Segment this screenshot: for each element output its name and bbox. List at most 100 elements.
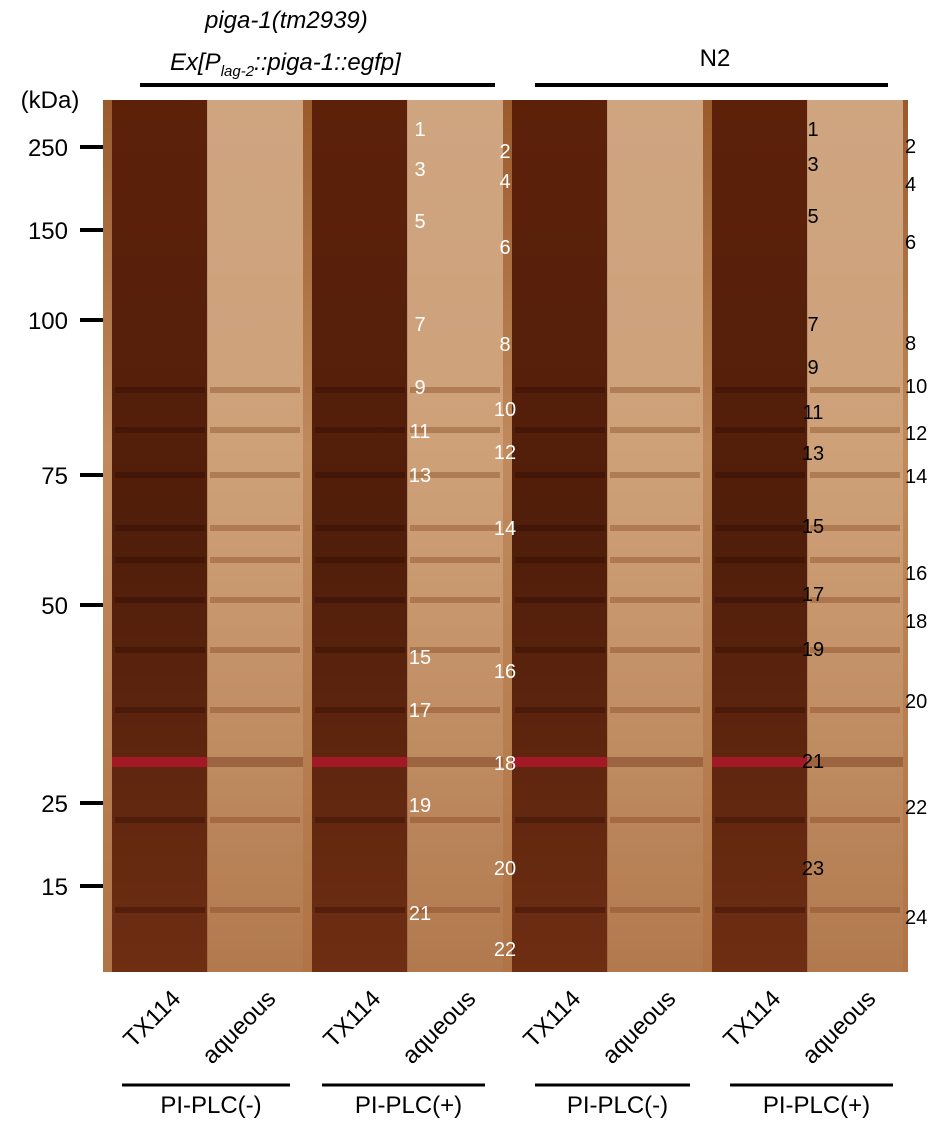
band (115, 707, 205, 713)
band (715, 557, 805, 563)
band (515, 525, 605, 531)
band (610, 817, 700, 823)
band (715, 387, 805, 393)
marker-unit: (kDa) (21, 87, 80, 114)
band (210, 525, 300, 531)
band-label: 16 (905, 563, 927, 585)
band (515, 707, 605, 713)
band (810, 427, 900, 433)
band-label: 10 (905, 376, 927, 398)
lane-label: TX114 (118, 985, 186, 1053)
lane-label: aqueous (597, 985, 681, 1069)
band (210, 597, 300, 603)
band (410, 817, 500, 823)
marker-label: 50 (41, 593, 68, 620)
lane (807, 100, 903, 972)
band (515, 472, 605, 478)
lane-label: aqueous (797, 985, 881, 1069)
band (715, 707, 805, 713)
band (410, 597, 500, 603)
band (515, 597, 605, 603)
band-label: 19 (802, 639, 824, 661)
header-part: Ex[P (170, 49, 221, 76)
band (810, 817, 900, 823)
band-label: 12 (494, 442, 516, 464)
band-label: 8 (905, 333, 916, 355)
band (715, 427, 805, 433)
band (315, 427, 405, 433)
band (610, 557, 700, 563)
band-label: 19 (409, 795, 431, 817)
lane (207, 100, 303, 972)
band (407, 757, 503, 767)
marker-label: 75 (41, 463, 68, 490)
band (410, 907, 500, 913)
band-label: 11 (803, 402, 824, 424)
band (315, 647, 405, 653)
group-label: PI-PLC(-) (567, 1092, 668, 1119)
marker-label: 25 (41, 791, 68, 818)
band-label: 15 (409, 647, 431, 669)
band (210, 427, 300, 433)
band (607, 757, 703, 767)
lane (112, 100, 208, 972)
band-label: 18 (905, 611, 927, 633)
band (312, 757, 408, 767)
band (810, 597, 900, 603)
band (515, 387, 605, 393)
band (610, 597, 700, 603)
band-label: 14 (905, 466, 927, 488)
band-label: 8 (499, 334, 510, 356)
band-label: 22 (494, 939, 516, 961)
marker-label: 15 (41, 874, 68, 901)
band-label: 1 (807, 119, 818, 141)
lane (712, 100, 808, 972)
band (410, 647, 500, 653)
band (810, 647, 900, 653)
band (512, 757, 608, 767)
band-label: 5 (807, 206, 818, 228)
band (315, 817, 405, 823)
band (610, 472, 700, 478)
band (810, 707, 900, 713)
band-label: 4 (499, 171, 510, 193)
header-subscript: lag-2 (221, 63, 255, 80)
band (410, 525, 500, 531)
band (810, 557, 900, 563)
band-label: 18 (494, 753, 516, 775)
band (112, 757, 208, 767)
band-label: 17 (802, 584, 824, 606)
band (810, 472, 900, 478)
band-label: 1 (414, 119, 425, 141)
band (515, 817, 605, 823)
band-label: 11 (410, 421, 431, 443)
band (610, 427, 700, 433)
band (810, 907, 900, 913)
lane (607, 100, 703, 972)
band (210, 387, 300, 393)
lane (512, 100, 608, 972)
band-label: 13 (409, 465, 431, 487)
band (715, 525, 805, 531)
band-label: 6 (499, 237, 510, 259)
band (610, 707, 700, 713)
band (315, 472, 405, 478)
band (115, 817, 205, 823)
marker-label: 150 (28, 218, 68, 245)
band-label: 3 (414, 159, 425, 181)
band (207, 757, 303, 767)
lane-label: TX114 (518, 985, 586, 1053)
band-label: 17 (409, 700, 431, 722)
band (115, 557, 205, 563)
band-label: 7 (807, 314, 818, 336)
band (515, 557, 605, 563)
band (715, 817, 805, 823)
band (115, 387, 205, 393)
band (315, 557, 405, 563)
band (410, 707, 500, 713)
band-label: 5 (414, 211, 425, 233)
band-label: 9 (414, 377, 425, 399)
band-label: 9 (807, 357, 818, 379)
group-label: PI-PLC(+) (763, 1092, 870, 1119)
band-label: 6 (905, 232, 916, 254)
